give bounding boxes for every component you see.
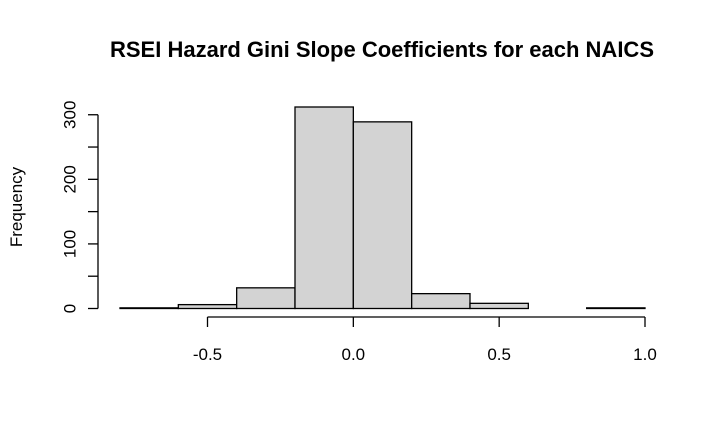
- x-axis: -0.5 0.0 0.5 1.0: [193, 316, 657, 364]
- histogram-bar: [236, 287, 296, 310]
- chart-title: RSEI Hazard Gini Slope Coefficients for …: [110, 37, 654, 62]
- histogram-bars: [119, 106, 646, 310]
- histogram-bar: [469, 302, 529, 310]
- histogram-bar: [411, 292, 471, 310]
- y-tick-label: 0: [61, 304, 80, 313]
- y-axis: 0 100 200 300: [61, 101, 99, 313]
- histogram-bar: [177, 303, 238, 310]
- histogram-bar: [294, 106, 354, 310]
- y-tick-label: 300: [61, 101, 80, 129]
- histogram-bar: [119, 307, 179, 310]
- x-tick-label: 0.0: [342, 345, 366, 364]
- x-tick-label: 1.0: [633, 345, 657, 364]
- y-axis-label: Frequency: [7, 166, 26, 247]
- x-tick-label: 0.5: [487, 345, 511, 364]
- histogram-bar: [586, 307, 646, 310]
- y-tick-label: 100: [61, 230, 80, 258]
- x-tick-label: -0.5: [193, 345, 222, 364]
- y-tick-label: 200: [61, 165, 80, 193]
- histogram-bar: [352, 121, 413, 310]
